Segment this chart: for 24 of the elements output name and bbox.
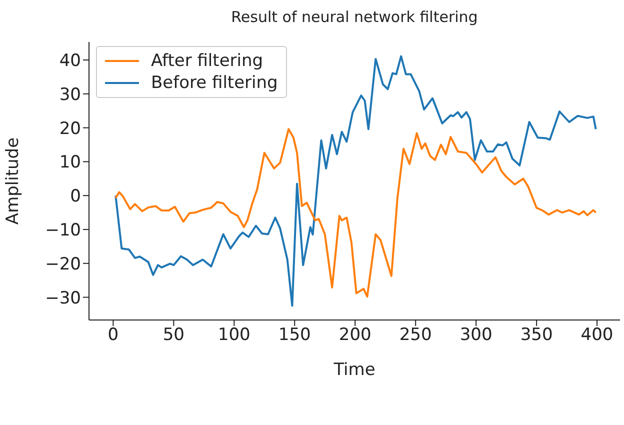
y-tick-label: −20 <box>45 254 81 274</box>
x-tick-label: 400 <box>580 325 614 346</box>
line-series <box>114 128 597 298</box>
legend-label: After filtering <box>151 50 264 72</box>
y-tick-label: 20 <box>59 118 81 139</box>
y-tick-label: 40 <box>59 51 81 72</box>
legend-label: Before filtering <box>151 72 278 94</box>
y-tick-label: 0 <box>70 186 81 207</box>
x-tick-label: 0 <box>108 325 119 346</box>
x-tick-label: 150 <box>278 325 311 346</box>
y-tick-label: −10 <box>45 220 81 241</box>
y-tick-label: −30 <box>45 288 81 308</box>
x-tick-label: 350 <box>520 325 553 346</box>
x-tick-label: 300 <box>460 325 492 346</box>
x-tick-label: 250 <box>399 325 432 346</box>
y-tick-label: 10 <box>59 152 81 173</box>
chart-title: Result of neural network filtering <box>230 8 479 26</box>
line-series <box>114 55 597 307</box>
x-axis-title: Time <box>332 360 376 380</box>
y-tick-label: 30 <box>59 84 81 105</box>
x-tick-label: 50 <box>162 325 184 346</box>
x-tick-label: 100 <box>218 325 250 346</box>
x-tick-label: 200 <box>338 325 372 346</box>
y-axis-title: Amplitude <box>3 137 24 225</box>
